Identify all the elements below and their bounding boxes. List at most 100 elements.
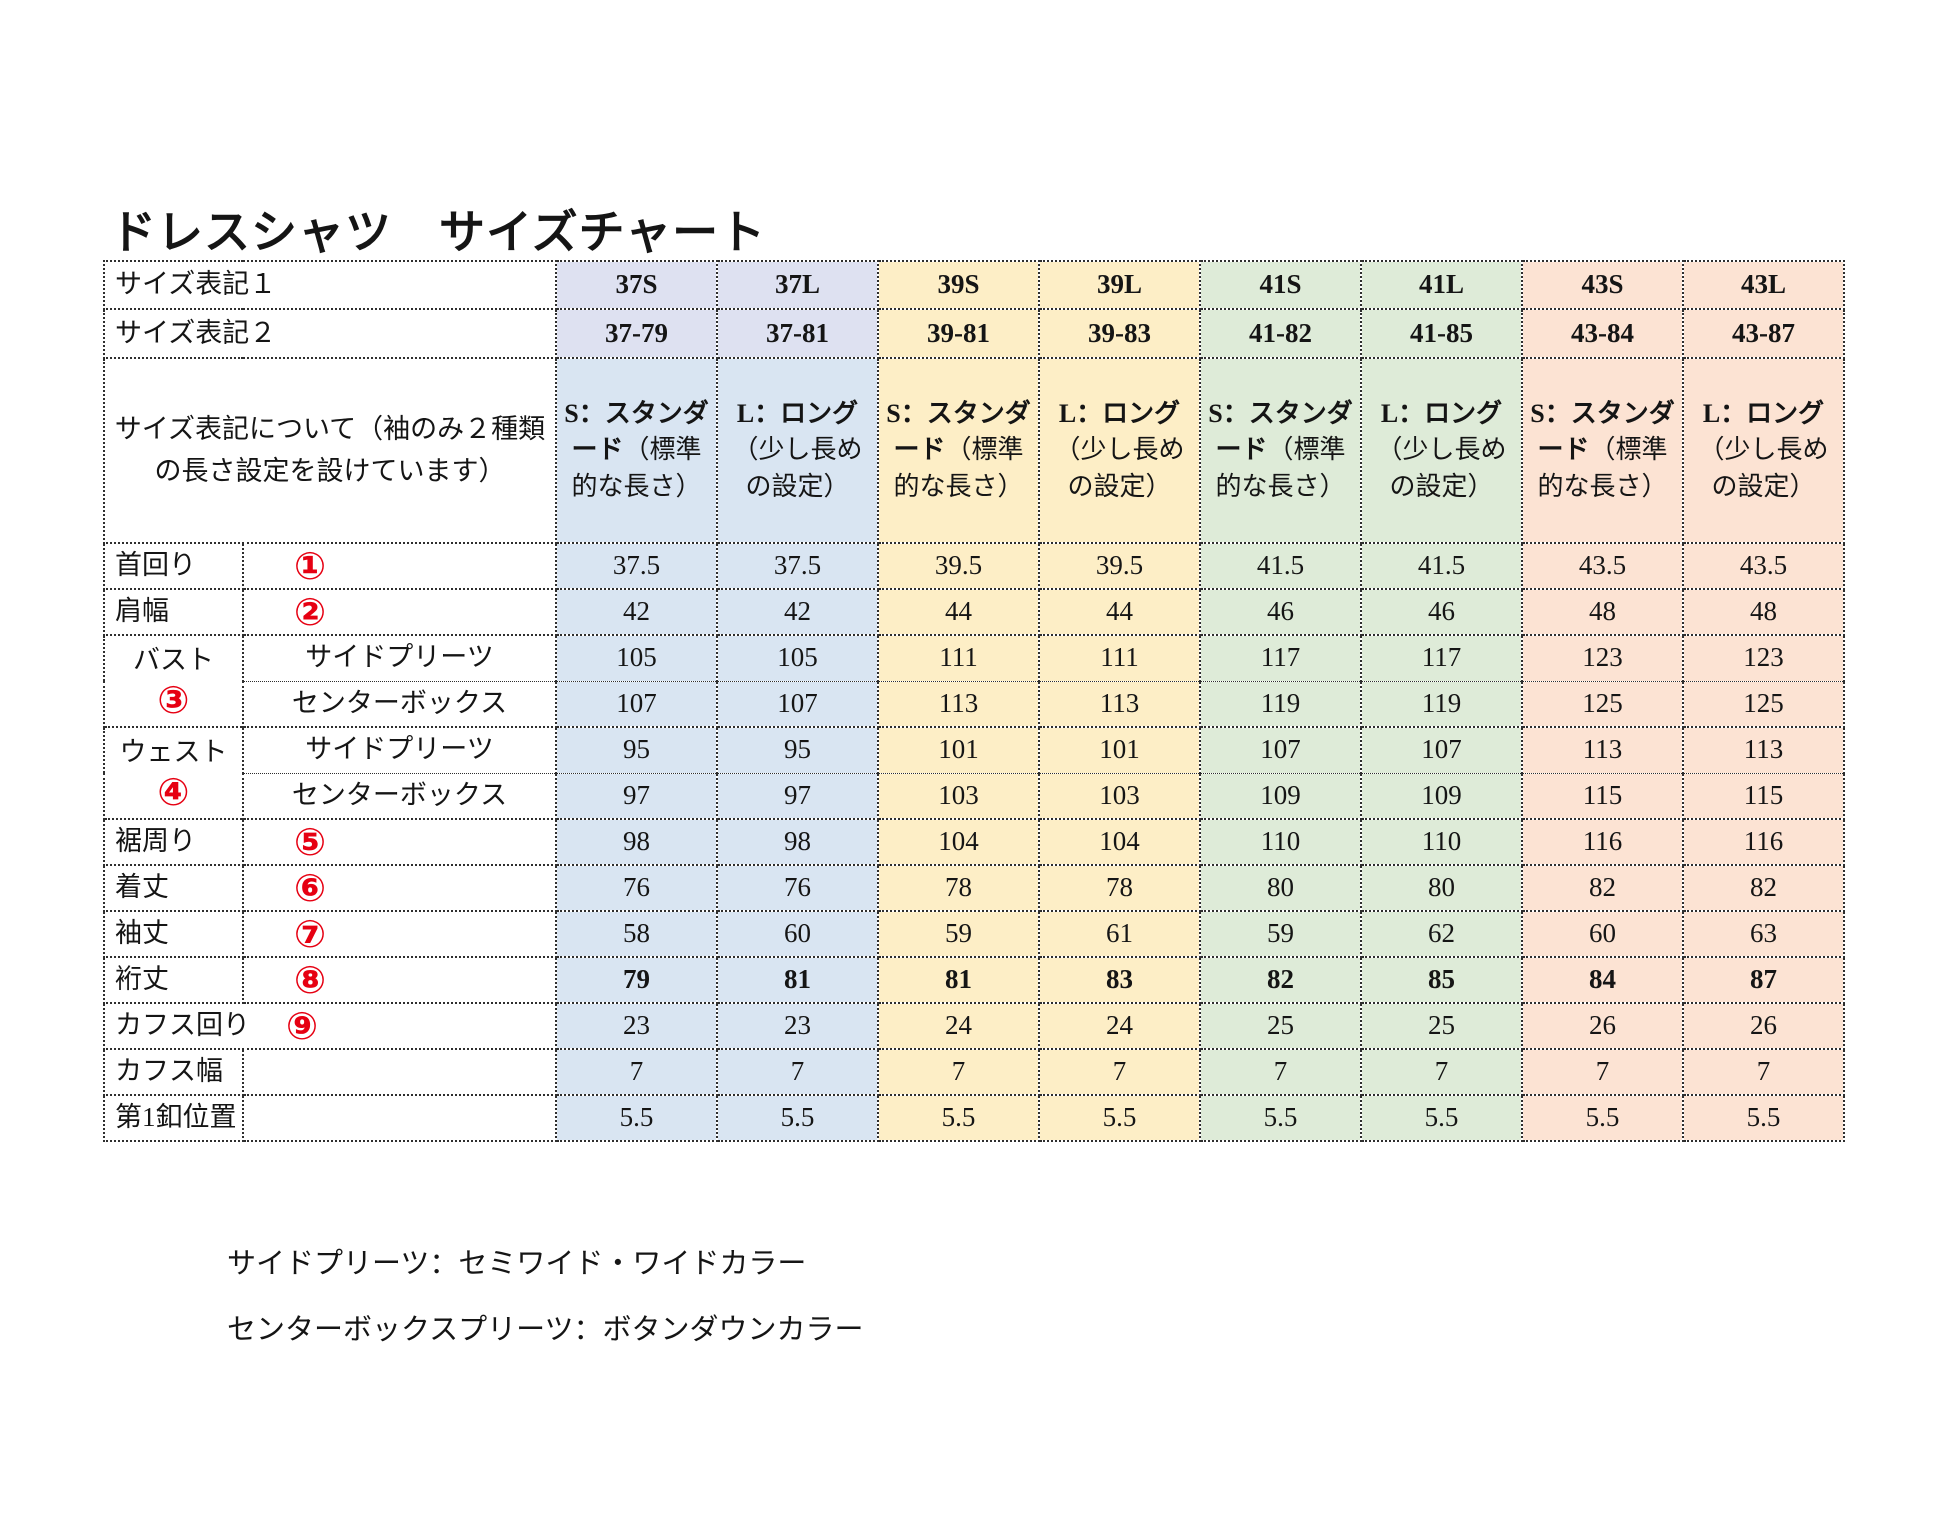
value-cell: 104 <box>1038 818 1201 866</box>
value-cell: 59 <box>1199 910 1362 958</box>
value-cell: 76 <box>716 864 879 912</box>
value-cell: 80 <box>1360 864 1523 912</box>
value-cell: 113 <box>1521 726 1684 774</box>
value-cell: 81 <box>877 956 1040 1004</box>
size-desc-cell: S：スタンダード（標準的な長さ） <box>1199 357 1362 544</box>
size-code-cell: 39L <box>1038 260 1201 310</box>
row-first-button: 第1釦位置 5.5 5.5 5.5 5.5 5.5 5.5 5.5 5.5 <box>103 1094 1845 1142</box>
value-cell: 7 <box>1360 1048 1523 1096</box>
size-code2-cell: 41-82 <box>1199 308 1362 359</box>
circled-number: ④ <box>157 770 190 815</box>
value-cell: 44 <box>1038 588 1201 636</box>
measure-label: 袖丈 <box>103 910 244 958</box>
value-cell: 125 <box>1521 680 1684 728</box>
value-cell: 42 <box>555 588 718 636</box>
size-code2-cell: 41-85 <box>1360 308 1523 359</box>
row-neck: 首回り ① 37.5 37.5 39.5 39.5 41.5 41.5 43.5… <box>103 542 1845 590</box>
size-chart-table: サイズ表記１ 37S 37L 39S 39L 41S 41L 43S 43L サ… <box>103 260 1845 1142</box>
value-cell: 116 <box>1521 818 1684 866</box>
value-cell: 98 <box>716 818 879 866</box>
value-cell: 7 <box>1682 1048 1845 1096</box>
value-cell: 101 <box>877 726 1040 774</box>
row-yuki-length: 裄丈 ⑧ 79 81 81 83 82 85 84 87 <box>103 956 1845 1004</box>
size-description-label: サイズ表記について（袖のみ２種類の長さ設定を設けています） <box>103 357 557 544</box>
size-code-cell: 37L <box>716 260 879 310</box>
value-cell: 113 <box>877 680 1040 728</box>
size-notation-2-row: サイズ表記２ 37-79 37-81 39-81 39-83 41-82 41-… <box>103 308 1845 359</box>
pleat-type-label: センターボックス <box>242 680 557 728</box>
value-cell: 37.5 <box>555 542 718 590</box>
value-cell: 5.5 <box>1521 1094 1684 1142</box>
footnote-center-box-pleats: センターボックスプリーツ：ボタンダウンカラー <box>227 1314 864 1346</box>
value-cell: 58 <box>555 910 718 958</box>
value-cell: 25 <box>1360 1002 1523 1050</box>
size-desc-cell: S：スタンダード（標準的な長さ） <box>555 357 718 544</box>
value-cell: 97 <box>716 772 879 820</box>
value-cell: 87 <box>1682 956 1845 1004</box>
value-cell: 105 <box>555 634 718 682</box>
value-cell: 60 <box>716 910 879 958</box>
value-cell: 39.5 <box>877 542 1040 590</box>
value-cell: 97 <box>555 772 718 820</box>
pleat-type-label: センターボックス <box>242 772 557 820</box>
value-cell: 115 <box>1682 772 1845 820</box>
value-cell: 23 <box>555 1002 718 1050</box>
value-cell: 111 <box>877 634 1040 682</box>
measure-number-cell: ⑧ <box>242 956 557 1004</box>
size-desc-cell: L：ロング（少し長めの設定） <box>1360 357 1523 544</box>
value-cell: 37.5 <box>716 542 879 590</box>
size-desc-cell: L：ロング（少し長めの設定） <box>1682 357 1845 544</box>
circled-number: ② <box>294 590 327 634</box>
value-cell: 103 <box>1038 772 1201 820</box>
value-cell: 7 <box>1521 1048 1684 1096</box>
size-desc-cell: L：ロング（少し長めの設定） <box>716 357 879 544</box>
value-cell: 7 <box>1199 1048 1362 1096</box>
value-cell: 24 <box>1038 1002 1201 1050</box>
circled-number: ⑨ <box>286 1004 319 1048</box>
value-cell: 39.5 <box>1038 542 1201 590</box>
value-cell: 5.5 <box>716 1094 879 1142</box>
value-cell: 42 <box>716 588 879 636</box>
value-cell: 23 <box>716 1002 879 1050</box>
row-waist-side: ウェスト ④ サイドプリーツ 95 95 101 101 107 107 113 … <box>103 726 1845 820</box>
measure-number-cell: ⑦ <box>242 910 557 958</box>
value-cell: 41.5 <box>1199 542 1362 590</box>
measure-label-waist: ウェスト ④ <box>103 726 244 820</box>
measure-label: 第1釦位置 <box>103 1094 244 1142</box>
size-code-cell: 37S <box>555 260 718 310</box>
circled-number: ⑤ <box>294 820 327 864</box>
value-cell: 123 <box>1521 634 1684 682</box>
value-cell: 119 <box>1199 680 1362 728</box>
value-cell: 79 <box>555 956 718 1004</box>
value-cell: 107 <box>555 680 718 728</box>
value-cell: 109 <box>1360 772 1523 820</box>
size-code-cell: 43L <box>1682 260 1845 310</box>
size-code-cell: 41L <box>1360 260 1523 310</box>
size-desc-cell: L：ロング（少し長めの設定） <box>1038 357 1201 544</box>
value-cell: 107 <box>1199 726 1362 774</box>
row-sleeve-length: 袖丈 ⑦ 58 60 59 61 59 62 60 63 <box>103 910 1845 958</box>
row-cuff-width: カフス幅 7 7 7 7 7 7 7 7 <box>103 1048 1845 1096</box>
measure-label: 首回り <box>103 542 244 590</box>
row-cuff-round: カフス回り ⑨ 23 23 24 24 25 25 26 26 <box>103 1002 1845 1050</box>
value-cell: 48 <box>1682 588 1845 636</box>
value-cell: 7 <box>716 1048 879 1096</box>
value-cell: 95 <box>555 726 718 774</box>
value-cell: 46 <box>1199 588 1362 636</box>
size-notation-2-label: サイズ表記２ <box>103 308 557 359</box>
value-cell: 125 <box>1682 680 1845 728</box>
value-cell: 119 <box>1360 680 1523 728</box>
value-cell: 116 <box>1682 818 1845 866</box>
size-desc-cell: S：スタンダード（標準的な長さ） <box>1521 357 1684 544</box>
value-cell: 26 <box>1682 1002 1845 1050</box>
value-cell: 24 <box>877 1002 1040 1050</box>
value-cell: 104 <box>877 818 1040 866</box>
row-bust-center: センターボックス 107 107 113 113 119 119 125 125 <box>104 680 1845 728</box>
value-cell: 76 <box>555 864 718 912</box>
value-cell: 5.5 <box>1360 1094 1523 1142</box>
size-code2-cell: 39-81 <box>877 308 1040 359</box>
footnote-side-pleats: サイドプリーツ：セミワイド・ワイドカラー <box>227 1248 807 1280</box>
measure-label: 裾周り <box>103 818 244 866</box>
circled-number: ⑦ <box>294 912 327 956</box>
